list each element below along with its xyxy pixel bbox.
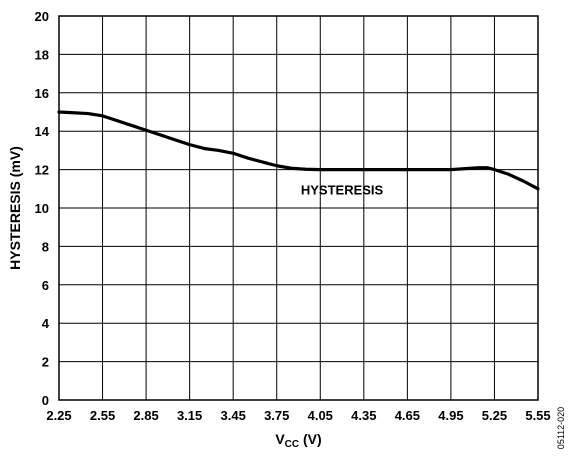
y-tick-label: 12 [35, 163, 49, 178]
y-tick-label: 6 [42, 278, 49, 293]
x-tick-label: 4.65 [395, 408, 420, 423]
x-tick-label: 5.55 [525, 408, 550, 423]
y-tick-label: 4 [42, 316, 50, 331]
x-tick-label: 2.85 [133, 408, 158, 423]
grid-lines [59, 16, 538, 400]
x-tick-label: 3.45 [221, 408, 246, 423]
y-tick-label: 0 [42, 393, 49, 408]
x-tick-label: 5.25 [482, 408, 507, 423]
x-tick-label: 3.15 [177, 408, 202, 423]
y-tick-label: 20 [35, 9, 49, 24]
x-axis-title-unit: (V) [299, 431, 322, 447]
x-tick-label: 2.25 [46, 408, 71, 423]
series-annotation: HYSTERESIS [301, 183, 384, 198]
x-tick-label: 3.75 [264, 408, 289, 423]
series-line-hysteresis [57, 110, 540, 191]
y-tick-label: 16 [35, 86, 49, 101]
y-axis-title: HYSTERESIS (mV) [7, 146, 23, 270]
figure-id: 05112-020 [556, 407, 566, 449]
y-tick-label: 2 [42, 355, 49, 370]
y-tick-label: 18 [35, 47, 49, 62]
x-axis-title: VCC (V) [275, 431, 321, 450]
y-tick-label: 8 [42, 239, 49, 254]
x-tick-label: 4.35 [351, 408, 376, 423]
x-tick-label: 2.55 [90, 408, 115, 423]
y-tick-labels: 0 2 4 6 8 10 12 14 16 18 20 [35, 9, 50, 408]
y-tick-label: 10 [35, 201, 49, 216]
x-tick-labels: 2.25 2.55 2.85 3.15 3.45 3.75 4.05 4.35 4.65 4.95… [46, 408, 550, 423]
plot-frame [58, 15, 539, 401]
x-axis-title-subscript: CC [285, 439, 299, 450]
x-tick-label: 4.95 [438, 408, 463, 423]
x-axis-title-main: V [275, 431, 285, 447]
x-tick-label: 4.05 [308, 408, 333, 423]
y-tick-label: 14 [35, 124, 50, 139]
